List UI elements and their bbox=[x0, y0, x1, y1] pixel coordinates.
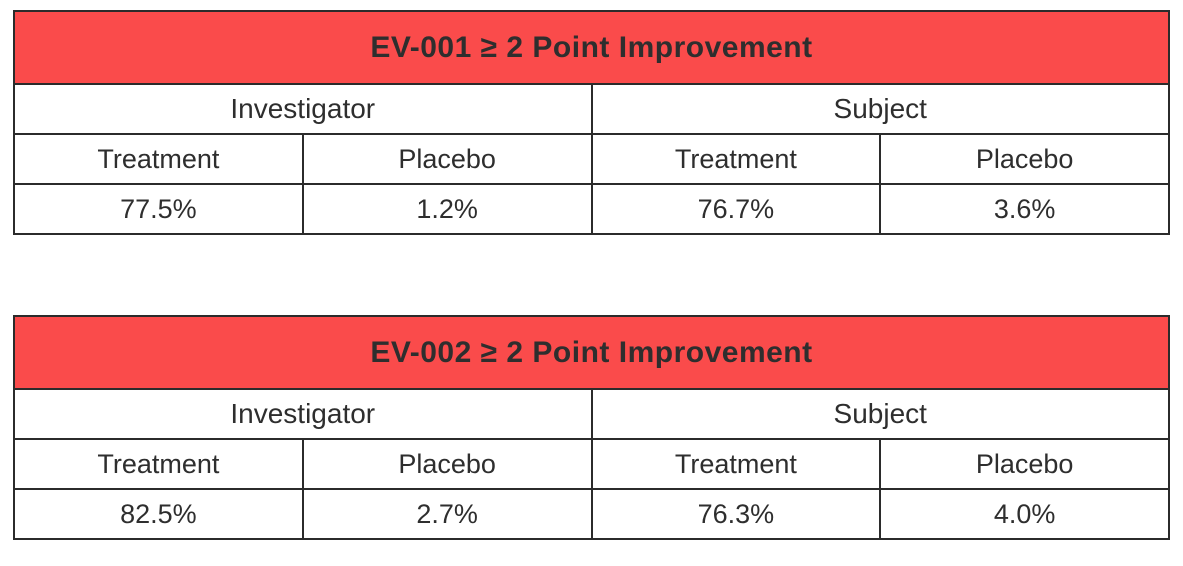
column-header-investigator-placebo: Placebo bbox=[301, 133, 593, 185]
column-header-subject-placebo: Placebo bbox=[879, 438, 1170, 490]
group-header-investigator: Investigator bbox=[13, 388, 593, 440]
value-investigator-treatment: 82.5% bbox=[13, 488, 304, 540]
table-title-ev-002: EV-002 ≥ 2 Point Improvement bbox=[13, 315, 1170, 390]
group-header-subject: Subject bbox=[590, 388, 1170, 440]
value-row: 82.5% 2.7% 76.3% 4.0% bbox=[13, 488, 1170, 540]
column-header-row: Treatment Placebo Treatment Placebo bbox=[13, 133, 1170, 185]
value-subject-treatment: 76.7% bbox=[590, 183, 882, 235]
ev-002-results-table: EV-002 ≥ 2 Point Improvement Investigato… bbox=[13, 315, 1170, 540]
column-header-subject-placebo: Placebo bbox=[879, 133, 1170, 185]
value-subject-treatment: 76.3% bbox=[590, 488, 882, 540]
value-row: 77.5% 1.2% 76.7% 3.6% bbox=[13, 183, 1170, 235]
table-title-row: EV-002 ≥ 2 Point Improvement bbox=[13, 315, 1170, 390]
column-header-investigator-treatment: Treatment bbox=[13, 133, 304, 185]
column-header-row: Treatment Placebo Treatment Placebo bbox=[13, 438, 1170, 490]
column-header-subject-treatment: Treatment bbox=[590, 133, 882, 185]
column-header-subject-treatment: Treatment bbox=[590, 438, 882, 490]
group-header-subject: Subject bbox=[590, 83, 1170, 135]
column-header-investigator-placebo: Placebo bbox=[301, 438, 593, 490]
results-page: EV-001 ≥ 2 Point Improvement Investigato… bbox=[13, 10, 1170, 540]
ev-001-results-table: EV-001 ≥ 2 Point Improvement Investigato… bbox=[13, 10, 1170, 235]
column-header-investigator-treatment: Treatment bbox=[13, 438, 304, 490]
table-title-ev-001: EV-001 ≥ 2 Point Improvement bbox=[13, 10, 1170, 85]
value-investigator-treatment: 77.5% bbox=[13, 183, 304, 235]
value-subject-placebo: 4.0% bbox=[879, 488, 1170, 540]
group-header-investigator: Investigator bbox=[13, 83, 593, 135]
group-header-row: Investigator Subject bbox=[13, 388, 1170, 440]
value-investigator-placebo: 2.7% bbox=[301, 488, 593, 540]
value-investigator-placebo: 1.2% bbox=[301, 183, 593, 235]
group-header-row: Investigator Subject bbox=[13, 83, 1170, 135]
value-subject-placebo: 3.6% bbox=[879, 183, 1170, 235]
table-title-row: EV-001 ≥ 2 Point Improvement bbox=[13, 10, 1170, 85]
